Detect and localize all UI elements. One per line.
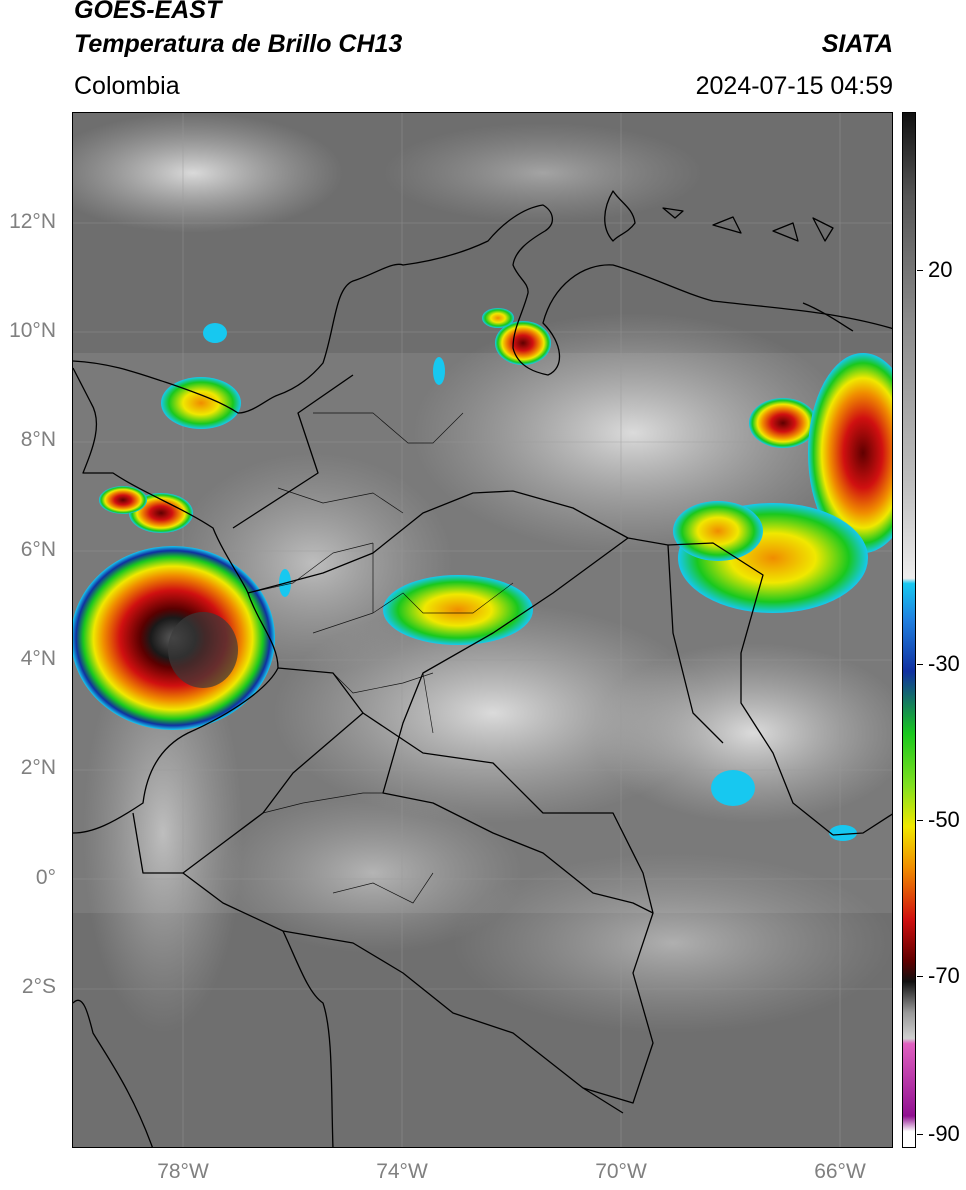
- temperature-colorbar: [902, 112, 916, 1148]
- organization-label: SIATA: [821, 30, 893, 58]
- longitude-label-74w: 74°W: [376, 1160, 428, 1183]
- map-title-line-1: GOES-EAST: [74, 0, 222, 24]
- colorbar-tick: [917, 820, 923, 821]
- latitude-label-4n: 4°N: [20, 647, 56, 670]
- latitude-label-8n: 8°N: [20, 428, 56, 451]
- latitude-label-2s: 2°S: [21, 975, 56, 998]
- colorbar-label-minus-50: -50: [928, 807, 960, 832]
- map-title-line-2: Temperatura de Brillo CH13: [74, 30, 403, 58]
- colorbar-tick: [917, 270, 923, 271]
- colorbar-label-20: 20: [928, 257, 953, 282]
- longitude-label-66w: 66°W: [814, 1160, 866, 1183]
- longitude-label-70w: 70°W: [595, 1160, 647, 1183]
- satellite-imagery: [73, 113, 892, 1147]
- colorbar-label-minus-30: -30: [928, 651, 960, 676]
- latitude-label-0: 0°: [35, 866, 56, 889]
- satellite-map: [72, 112, 893, 1148]
- colorbar-tick: [917, 976, 923, 977]
- timestamp-label: 2024-07-15 04:59: [695, 72, 893, 100]
- colorbar-tick: [917, 664, 923, 665]
- latitude-label-2n: 2°N: [20, 756, 56, 779]
- latitude-label-12n: 12°N: [9, 210, 56, 233]
- colorbar-label-minus-70: -70: [928, 963, 960, 988]
- colorbar-label-minus-90: -90: [928, 1121, 960, 1146]
- longitude-label-78w: 78°W: [157, 1160, 209, 1183]
- latitude-label-6n: 6°N: [20, 538, 56, 561]
- region-label: Colombia: [74, 72, 180, 100]
- latitude-label-10n: 10°N: [9, 319, 56, 342]
- colorbar-tick: [917, 1134, 923, 1135]
